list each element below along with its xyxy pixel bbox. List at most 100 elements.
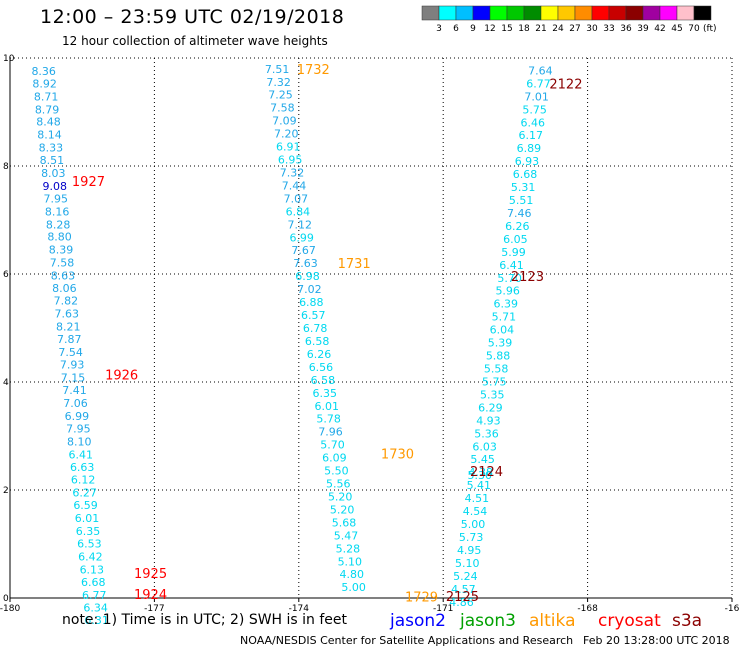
pass-time-label: 1926	[105, 368, 138, 383]
colorbar-unit-label: (ft)	[703, 24, 717, 34]
swh-value-point: 6.84	[286, 205, 311, 218]
swh-value-point: 8.28	[46, 218, 71, 231]
swh-value-point: 6.39	[494, 298, 519, 311]
colorbar-swatch	[506, 5, 525, 21]
colorbar-tick-label: 3	[436, 24, 442, 34]
x-tick-label: -177	[144, 604, 164, 614]
swh-value-point: 8.10	[67, 435, 92, 448]
swh-value-point: 8.03	[41, 167, 66, 180]
chart-axes: -180 -177 -174 -171 -168 -16 0 2 4 6 8 10	[0, 54, 740, 614]
swh-value-point: 5.68	[332, 516, 357, 529]
swh-value-point: 6.68	[81, 576, 106, 589]
swh-value-point: 5.00	[341, 581, 366, 594]
swh-value-point: 6.27	[72, 487, 97, 500]
pass-time-label: 1731	[338, 257, 371, 272]
swh-value-point: 6.77	[526, 77, 551, 90]
swh-value-point: 5.00	[461, 518, 486, 531]
swh-value-point: 5.58	[484, 363, 509, 376]
swh-value-point: 7.82	[54, 294, 79, 307]
pass-time-label: 2123	[511, 270, 544, 285]
swh-value-point: 5.47	[334, 529, 359, 542]
colorbar-swatch	[557, 5, 576, 21]
swh-value-point: 7.67	[291, 244, 316, 257]
colorbar-tick-label: 30	[586, 24, 598, 34]
swh-value-point: 5.24	[453, 570, 478, 583]
colorbar-swatch	[438, 5, 457, 21]
swh-value-point: 7.63	[293, 257, 318, 270]
mission-legend-s3a: s3a	[672, 611, 702, 631]
chart-points: 8.368.928.718.798.488.148.338.518.039.08…	[31, 63, 552, 627]
colorbar-tick-label: 9	[470, 24, 476, 34]
swh-value-point: 7.58	[270, 102, 295, 115]
swh-value-point: 5.70	[497, 272, 522, 285]
swh-value-point: 7.12	[288, 218, 313, 231]
swh-value-point: 8.21	[56, 320, 81, 333]
swh-value-point: 7.15	[61, 372, 86, 385]
swh-value-point: 6.12	[71, 474, 96, 487]
swh-value-point: 6.53	[77, 537, 102, 550]
swh-value-point: 7.46	[507, 207, 532, 220]
swh-value-point: 7.93	[60, 359, 85, 372]
swh-value-point: 5.75	[522, 103, 547, 116]
colorbar-tick-label: 39	[637, 24, 649, 34]
swh-value-point: 5.20	[328, 490, 353, 503]
swh-value-point: 5.28	[336, 542, 361, 555]
swh-value-point: 7.32	[280, 166, 305, 179]
swh-value-point: 4.51	[465, 492, 490, 505]
swh-value-point: 6.58	[305, 335, 330, 348]
swh-value-point: 6.01	[314, 400, 339, 413]
swh-value-point: 5.10	[338, 555, 363, 568]
colorbar: 3 6 9 12 15 18 21 24 27 30 33 36 39 42 45 70 (ft)	[421, 5, 717, 34]
colorbar-tick-label: 15	[501, 24, 512, 34]
swh-value-point: 7.32	[266, 76, 291, 89]
page-subtitle: 12 hour collection of altimeter wave hei…	[62, 34, 328, 48]
pass-time-label: 2125	[446, 590, 479, 605]
swh-value-point: 5.51	[509, 194, 534, 207]
swh-value-point: 4.54	[463, 505, 488, 518]
swh-value-point: 5.20	[330, 503, 355, 516]
colorbar-tick-label: 42	[654, 24, 665, 34]
swh-value-point: 5.45	[470, 453, 495, 466]
pass-time-label: 1732	[297, 63, 330, 78]
colorbar-swatch	[489, 5, 508, 21]
colorbar-swatch	[540, 5, 559, 21]
swh-value-point: 8.79	[35, 103, 60, 116]
swh-value-point: 4.93	[476, 414, 501, 427]
swh-value-point: 7.01	[524, 90, 549, 103]
swh-value-point: 5.41	[467, 479, 492, 492]
swh-value-point: 8.33	[39, 142, 64, 155]
swh-value-point: 6.42	[78, 550, 103, 563]
swh-value-point: 5.31	[511, 181, 536, 194]
swh-value-point: 6.35	[313, 387, 338, 400]
swh-value-point: 6.05	[503, 233, 528, 246]
colorbar-tick-label: 27	[569, 24, 580, 34]
mission-legend: jason2 jason3 altika cryosat s3a	[389, 611, 702, 631]
colorbar-swatch	[608, 5, 627, 21]
colorbar-tick-label: 70	[688, 24, 700, 34]
colorbar-tick-label: 36	[620, 24, 632, 34]
swh-value-point: 5.99	[501, 246, 526, 259]
swh-value-point: 6.56	[309, 361, 334, 374]
swh-value-point: 5.96	[495, 285, 520, 298]
swh-value-point: 7.07	[284, 192, 309, 205]
credit-line: NOAA/NESDIS Center for Satellite Applica…	[240, 634, 574, 647]
colorbar-swatch	[523, 5, 542, 21]
swh-value-point: 6.41	[69, 448, 94, 461]
page-title: 12:00 – 23:59 UTC 02/19/2018	[40, 6, 345, 28]
swh-value-point: 8.16	[45, 205, 70, 218]
pass-time-label: 1729	[405, 590, 438, 605]
swh-value-point: 7.02	[297, 283, 322, 296]
swh-value-point: 7.64	[528, 64, 553, 77]
pass-time-label: 2124	[470, 465, 503, 480]
swh-value-point: 7.44	[282, 179, 307, 192]
swh-value-point: 7.95	[43, 192, 68, 205]
swh-value-point: 7.54	[58, 346, 83, 359]
mission-legend-jason3: jason3	[459, 611, 516, 631]
swh-value-point: 6.68	[513, 168, 538, 181]
swh-value-point: 4.38	[468, 466, 493, 479]
swh-value-point: 5.75	[482, 375, 507, 388]
colorbar-swatch	[659, 5, 678, 21]
swh-value-point: 8.63	[51, 270, 76, 283]
swh-value-point: 6.26	[307, 348, 332, 361]
colorbar-tick-label: 45	[671, 24, 682, 34]
